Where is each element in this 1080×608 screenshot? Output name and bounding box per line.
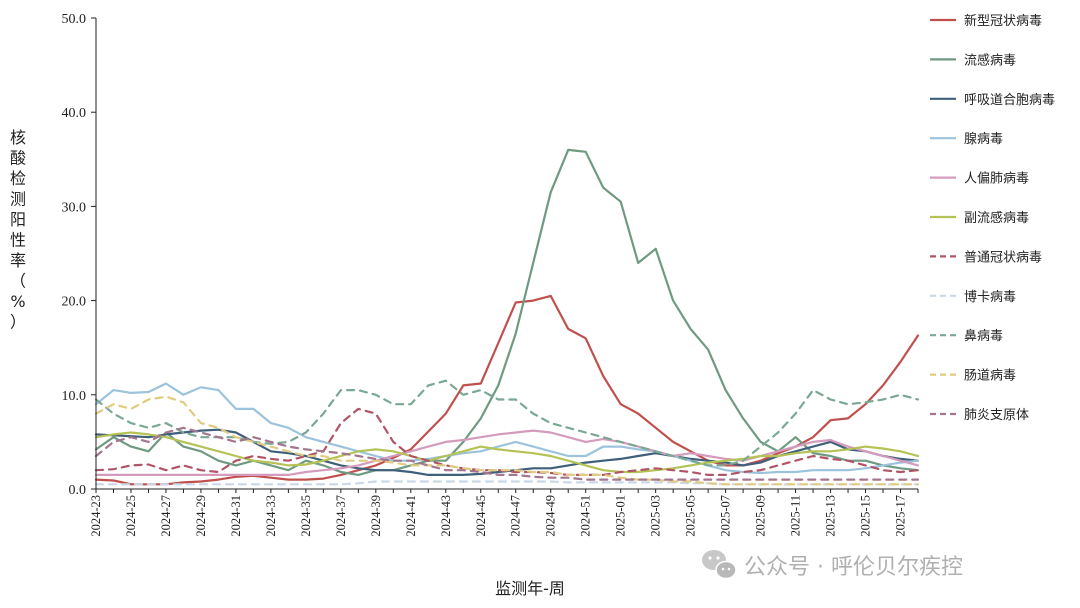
y-tick-label: 40.0: [62, 106, 87, 121]
x-tick-label: 2024-51: [579, 495, 593, 537]
x-tick-label: 2024-45: [474, 495, 488, 537]
x-tick-label: 2024-37: [334, 495, 348, 537]
legend-label: 副流感病毒: [964, 210, 1029, 226]
y-ticks: 0.0 10.0 20.0 30.0 40.0 50.0: [62, 12, 96, 498]
legend-label: 博卡病毒: [964, 290, 1016, 305]
x-tick-label: 2025-11: [789, 495, 803, 536]
x-tick-label: 2024-27: [159, 495, 173, 537]
x-tick-label: 2024-31: [229, 495, 243, 537]
y-axis-title-char: 酸: [10, 149, 26, 168]
series-line-7: [94, 480, 920, 486]
y-tick-label: 10.0: [62, 389, 87, 404]
x-ticks: 2024-23 2024-25 2024-27 2024-29 2024-31 2024-…: [89, 489, 919, 537]
x-tick-label: 2025-01: [614, 495, 628, 537]
x-tick-label: 2024-43: [439, 495, 453, 537]
x-tick-label: 2025-07: [719, 495, 733, 537]
x-tick-label: 2025-09: [754, 495, 768, 537]
x-tick-label: 2024-35: [299, 495, 313, 537]
x-tick-label: 2024-47: [509, 495, 523, 537]
legend-label: 鼻病毒: [964, 328, 1003, 344]
y-axis-title-char: %: [10, 292, 25, 311]
series-line-6: [94, 407, 920, 476]
x-tick-label: 2024-33: [264, 495, 278, 537]
legend-label: 普通冠状病毒: [964, 250, 1042, 265]
series-line-10: [94, 426, 920, 481]
legend-label: 肺炎支原体: [964, 408, 1029, 423]
y-tick-label: 50.0: [62, 12, 87, 27]
legend-label: 流感病毒: [964, 52, 1016, 68]
x-axis-title: 监测年-周: [495, 579, 565, 598]
y-tick-label: 0.0: [69, 483, 87, 498]
series-line-3: [94, 382, 920, 475]
x-tick-label: 2024-29: [194, 495, 208, 537]
y-axis-title-char: （: [10, 272, 26, 291]
legend-label: 肠道病毒: [964, 369, 1016, 384]
y-axis-title-char: 检: [10, 169, 26, 188]
y-tick-label: 30.0: [62, 200, 87, 215]
y-axis-title-char: 测: [10, 190, 26, 209]
x-tick-label: 2025-13: [824, 495, 838, 537]
legend-label: 呼吸道合胞病毒: [964, 93, 1055, 108]
x-tick-label: 2024-25: [124, 495, 138, 537]
y-tick-label: 20.0: [62, 295, 87, 310]
x-tick-label: 2024-41: [404, 495, 418, 537]
legend-label: 腺病毒: [964, 132, 1003, 147]
x-tick-label: 2025-15: [859, 495, 873, 537]
watermark-text: 公众号 · 呼伦贝尔疾控: [744, 555, 963, 580]
legend-label: 人偏肺病毒: [964, 172, 1029, 187]
x-tick-label: 2024-23: [89, 495, 103, 537]
y-axis-title-char: 性: [10, 231, 26, 250]
x-tick-label: 2025-17: [894, 495, 908, 537]
y-axis-title-char: ）: [10, 313, 26, 332]
series-line-5: [94, 431, 920, 474]
series-line-9: [94, 395, 920, 486]
x-tick-label: 2025-05: [684, 495, 698, 537]
wechat-icon: [702, 550, 737, 580]
series-line-8: [94, 379, 920, 467]
plot-lines: [94, 148, 920, 486]
series-line-4: [94, 429, 920, 476]
x-tick-label: 2025-03: [649, 495, 663, 537]
y-axis-title-char: 率: [10, 251, 26, 270]
series-line-1: [94, 148, 920, 476]
x-tick-label: 2024-49: [544, 495, 558, 537]
y-axis-title-char: 阳: [10, 210, 26, 229]
legend-label: 新型冠状病毒: [964, 13, 1042, 29]
watermark: 公众号 · 呼伦贝尔疾控: [702, 550, 963, 580]
y-axis-title-char: 核: [10, 128, 26, 147]
series-line-0: [94, 294, 920, 486]
legend: 新型冠状病毒流感病毒呼吸道合胞病毒腺病毒人偏肺病毒副流感病毒普通冠状病毒博卡病毒…: [930, 13, 1055, 423]
x-tick-label: 2024-39: [369, 495, 383, 537]
